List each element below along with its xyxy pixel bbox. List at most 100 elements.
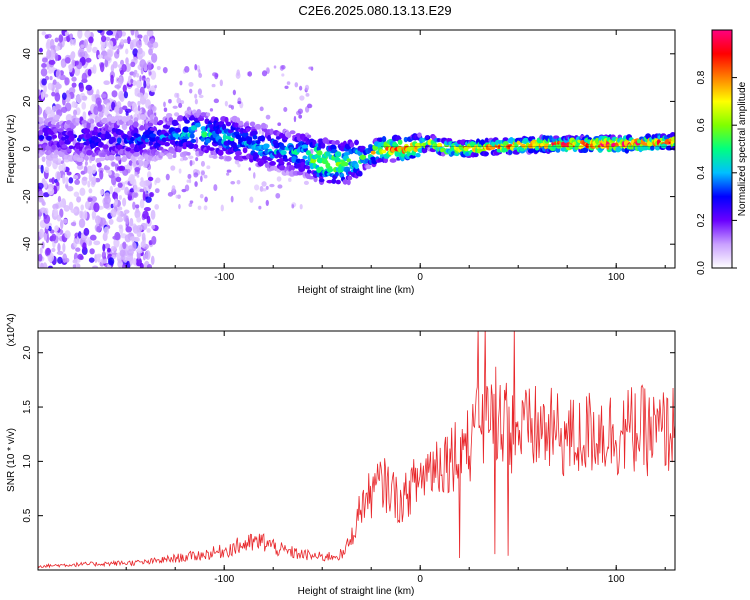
heatmap-noise-cell <box>77 30 83 39</box>
heatmap-noise-cell <box>259 106 264 112</box>
heatmap-noise-cell <box>189 88 193 94</box>
heatmap-noise-cell <box>151 224 156 230</box>
heatmap-ridge-cell <box>221 123 227 131</box>
heatmap-noise-cell <box>76 161 83 166</box>
heatmap-noise-cell <box>38 106 43 116</box>
heatmap-noise-cell <box>137 100 141 106</box>
heatmap-noise-cell <box>110 245 117 252</box>
heatmap-noise-cell <box>303 180 309 185</box>
heatmap-noise-cell <box>131 191 139 198</box>
heatmap-noise-cell <box>86 44 92 53</box>
heatmap-noise-cell <box>298 85 303 91</box>
heatmap-ridge-cell <box>126 115 131 121</box>
heatmap-noise-cell <box>127 100 132 108</box>
heatmap-noise-cell <box>277 184 283 189</box>
heatmap-ridge-cell <box>365 164 372 170</box>
heatmap-noise-cell <box>70 208 78 214</box>
heatmap-ridge-cell <box>242 131 249 138</box>
colorbar-ticks: 0.0 0.2 0.4 0.6 0.8 <box>696 70 737 275</box>
heatmap-noise-cell <box>74 179 81 185</box>
heatmap-noise-cell <box>129 177 135 185</box>
heatmap-noise-cell <box>91 196 98 202</box>
heatmap-noise-cell <box>265 185 269 190</box>
heatmap-ridge-cell <box>205 112 211 117</box>
heatmap-noise-cell <box>188 178 192 184</box>
heatmap-noise-cell <box>48 69 53 74</box>
heatmap-ridge-cell <box>168 117 174 123</box>
heatmap-noise-cell <box>136 79 143 89</box>
heatmap-ridge-cell <box>267 134 272 142</box>
heatmap-ridge-cell <box>298 166 306 173</box>
heatmap-noise-cell <box>219 79 223 87</box>
heatmap-noise-cell <box>187 173 192 180</box>
heatmap-ridge-cell <box>158 120 164 125</box>
heatmap-ridge-cell <box>403 136 408 143</box>
heatmap-noise-cell <box>52 203 59 210</box>
heatmap-ridge-cell <box>334 171 339 177</box>
heatmap-xtick-label: 100 <box>608 272 625 283</box>
heatmap-ridge-cell <box>208 154 213 159</box>
heatmap-noise-cell <box>119 92 125 103</box>
heatmap-noise-cell <box>111 90 118 98</box>
heatmap-noise-cell <box>265 199 269 206</box>
heatmap-noise-cell <box>39 195 44 203</box>
heatmap-noise-cell <box>103 106 109 117</box>
heatmap-noise-cell <box>48 60 56 65</box>
heatmap-ridge-cell <box>302 155 308 160</box>
heatmap-ridge-cell <box>335 179 341 185</box>
heatmap-noise-cell <box>236 179 241 185</box>
heatmap-noise-cell <box>151 53 158 63</box>
heatmap-noise-cell <box>117 210 121 216</box>
heatmap-noise-cell <box>92 265 99 268</box>
heatmap-noise-cell <box>107 247 111 253</box>
heatmap-noise-cell <box>139 188 145 193</box>
heatmap-ytick-label: 40 <box>22 48 33 60</box>
heatmap-noise-cell <box>280 65 286 70</box>
heatmap-noise-cell <box>306 103 313 109</box>
heatmap-ridge-cell <box>149 127 157 132</box>
heatmap-ridge-cell <box>101 117 109 124</box>
heatmap-noise-cell <box>283 107 288 113</box>
heatmap-ridge-cell <box>334 140 340 145</box>
heatmap-ridge-cell <box>132 121 139 128</box>
heatmap-noise-cell <box>116 165 124 171</box>
heatmap-noise-cell <box>43 232 48 242</box>
heatmap-ridge-cell <box>408 145 414 151</box>
heatmap-noise-cell <box>230 195 234 203</box>
heatmap-noise-cell <box>235 72 241 79</box>
heatmap-noise-cell <box>87 180 91 188</box>
heatmap-noise-cell <box>154 84 158 89</box>
heatmap-noise-cell <box>54 92 61 102</box>
heatmap-ridge-cell <box>305 150 311 156</box>
heatmap-noise-cell <box>100 258 108 264</box>
heatmap-noise-cell <box>145 250 151 261</box>
heatmap-noise-cell <box>85 84 93 91</box>
heatmap-ridge-cell <box>140 143 146 149</box>
heatmap-ridge-cell <box>263 143 270 149</box>
heatmap-noise-cell <box>46 49 52 59</box>
heatmap-noise-cell <box>43 84 47 94</box>
heatmap-noise-cell <box>115 176 122 183</box>
heatmap-noise-cell <box>224 100 228 107</box>
heatmap-noise-cell <box>41 57 48 63</box>
heatmap-ridge-cell <box>173 112 180 117</box>
heatmap-noise-cell <box>137 34 143 39</box>
heatmap-ridge-cell <box>149 133 157 138</box>
heatmap-noise-cell <box>178 203 181 210</box>
heatmap-noise-cell <box>143 92 149 100</box>
heatmap-noise-cell <box>151 235 157 245</box>
heatmap-ridge-cell <box>347 175 353 181</box>
heatmap-ridge-cell <box>415 152 421 158</box>
heatmap-noise-cell <box>134 87 140 93</box>
heatmap-noise-cell <box>149 71 152 76</box>
heatmap-noise-cell <box>75 247 81 252</box>
heatmap-ridge-cell <box>149 136 157 143</box>
heatmap-noise-cell <box>61 162 66 172</box>
heatmap-noise-cell <box>93 202 100 213</box>
heatmap-noise-cell <box>148 105 152 111</box>
heatmap-ridge-cell <box>75 117 80 123</box>
heatmap-noise-cell <box>91 93 96 102</box>
heatmap-noise-cell <box>154 203 160 210</box>
heatmap-ridge-cell <box>289 130 296 135</box>
